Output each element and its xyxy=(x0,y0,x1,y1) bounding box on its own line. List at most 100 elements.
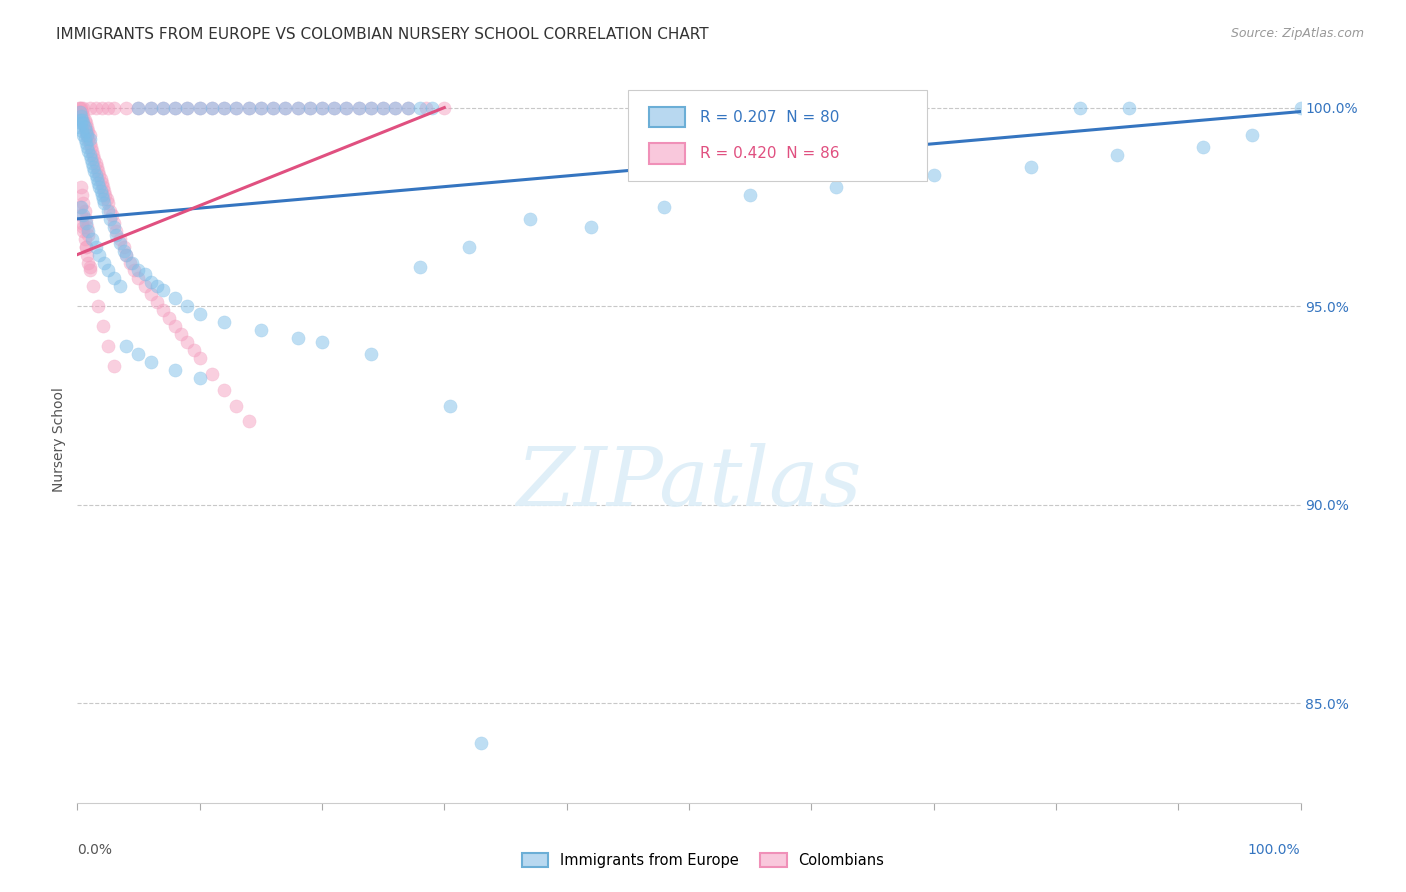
Point xyxy=(201,101,224,115)
Point xyxy=(371,101,394,115)
Point xyxy=(1069,101,1091,115)
Point xyxy=(83,153,105,167)
Point xyxy=(1240,128,1263,143)
FancyBboxPatch shape xyxy=(628,90,928,181)
Text: IMMIGRANTS FROM EUROPE VS COLOMBIAN NURSERY SCHOOL CORRELATION CHART: IMMIGRANTS FROM EUROPE VS COLOMBIAN NURS… xyxy=(56,27,709,42)
Point xyxy=(76,128,98,143)
Point xyxy=(98,211,121,226)
Point xyxy=(70,104,93,119)
Point xyxy=(415,101,437,115)
Point xyxy=(69,112,91,127)
Text: 100.0%: 100.0% xyxy=(1249,843,1301,857)
Point xyxy=(86,160,108,174)
Point xyxy=(335,101,357,115)
Point xyxy=(439,399,461,413)
Point xyxy=(87,299,110,313)
Point xyxy=(80,156,103,170)
Point xyxy=(75,124,97,138)
Point xyxy=(360,101,382,115)
Point xyxy=(152,303,174,318)
Point xyxy=(100,208,122,222)
Point xyxy=(93,196,115,211)
Point xyxy=(433,101,456,115)
Point xyxy=(89,247,111,261)
Point xyxy=(86,172,108,186)
Point xyxy=(740,188,762,202)
Point xyxy=(311,101,333,115)
Point xyxy=(118,255,141,269)
Point xyxy=(75,116,97,130)
Point xyxy=(115,247,138,261)
Point xyxy=(1289,101,1312,115)
Point xyxy=(103,101,125,115)
Point xyxy=(72,116,94,130)
Point xyxy=(79,263,101,277)
Point xyxy=(457,240,479,254)
Point xyxy=(80,153,103,167)
Point xyxy=(70,208,93,222)
Point xyxy=(70,116,93,130)
Point xyxy=(287,331,309,345)
Point xyxy=(212,315,235,329)
Point xyxy=(323,101,346,115)
Point xyxy=(70,216,93,230)
Y-axis label: Nursery School: Nursery School xyxy=(52,387,66,491)
Point xyxy=(188,101,211,115)
Point xyxy=(76,219,98,234)
Point xyxy=(139,287,162,301)
Point xyxy=(165,101,187,115)
Point xyxy=(89,168,111,182)
Point xyxy=(79,128,101,143)
Point xyxy=(105,224,128,238)
Point xyxy=(70,109,93,123)
Point xyxy=(91,180,114,194)
Point xyxy=(323,101,346,115)
Point xyxy=(90,188,112,202)
Point xyxy=(165,291,187,305)
Point xyxy=(108,232,131,246)
Point xyxy=(103,219,125,234)
Point xyxy=(122,263,145,277)
Point xyxy=(72,128,94,143)
Point xyxy=(103,359,125,373)
Point xyxy=(115,101,138,115)
Point xyxy=(69,101,91,115)
Point xyxy=(108,279,131,293)
Point xyxy=(93,184,115,198)
Point xyxy=(409,101,432,115)
Point xyxy=(79,148,101,162)
Point xyxy=(76,247,98,261)
Point xyxy=(360,101,382,115)
Point xyxy=(72,208,94,222)
Point xyxy=(75,240,97,254)
Point xyxy=(87,176,110,190)
Point xyxy=(134,268,156,282)
Point xyxy=(201,101,224,115)
Point xyxy=(73,112,96,127)
Point xyxy=(176,101,198,115)
Point xyxy=(212,101,235,115)
Point xyxy=(262,101,284,115)
Point xyxy=(371,101,394,115)
Point xyxy=(225,399,247,413)
Point xyxy=(91,319,114,334)
Point xyxy=(89,180,111,194)
Point xyxy=(96,192,118,206)
Point xyxy=(69,104,91,119)
Point xyxy=(287,101,309,115)
Point xyxy=(470,736,492,750)
Point xyxy=(238,101,260,115)
Point xyxy=(90,101,112,115)
Point xyxy=(77,145,100,159)
Point xyxy=(70,124,93,138)
Point xyxy=(72,224,94,238)
Point xyxy=(73,120,96,135)
Point xyxy=(69,104,91,119)
Point xyxy=(922,168,945,182)
Point xyxy=(97,101,120,115)
Point xyxy=(134,279,156,293)
Point xyxy=(127,271,149,285)
Point xyxy=(201,367,224,381)
Point xyxy=(824,180,846,194)
Point xyxy=(73,232,96,246)
